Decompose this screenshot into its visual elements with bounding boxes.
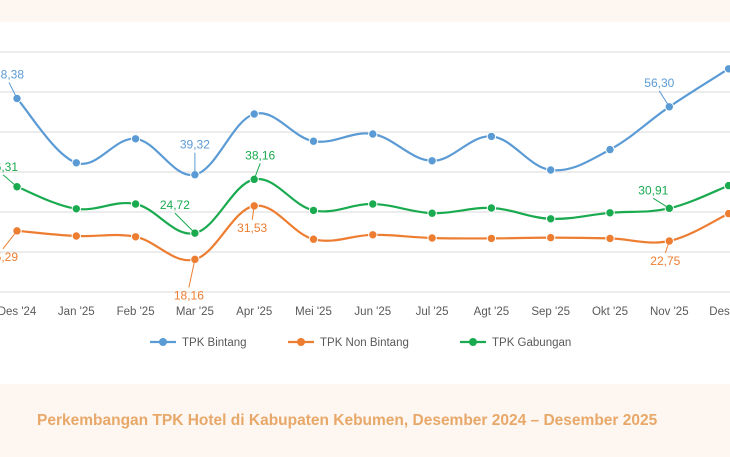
tpk-gabungan-series — [12, 174, 730, 238]
x-tick-label: Agt '25 — [474, 306, 509, 318]
x-tick-label: Jun '25 — [354, 306, 391, 318]
x-tick-label: Jan '25 — [58, 306, 95, 318]
x-tick-label: Okt '25 — [592, 306, 628, 318]
data-label: 24,72 — [160, 198, 190, 212]
tpk-gabungan-point — [723, 180, 730, 191]
tpk-non-bintang-point — [486, 233, 497, 244]
tpk-non-bintang-point — [71, 231, 82, 241]
tpk-bintang-point — [486, 131, 497, 142]
x-tick-label: Apr '25 — [236, 306, 272, 318]
data-label-leader — [8, 82, 18, 99]
data-label-leader — [653, 197, 670, 209]
tpk-non-bintang-point — [130, 232, 141, 242]
tpk-non-bintang-legend-marker — [297, 338, 305, 346]
x-tick-label: Des '25 — [709, 306, 730, 318]
tpk-non-bintang-point — [190, 254, 200, 265]
tpk-bintang-line — [16, 67, 730, 176]
x-tick-label: Des '24 — [0, 306, 37, 318]
tpk-non-bintang-point — [368, 230, 378, 240]
tpk-non-bintang-point — [605, 233, 615, 244]
x-tick-label: Feb '25 — [117, 306, 155, 318]
tpk-bintang-legend-label: TPK Bintang — [182, 337, 247, 349]
tpk-bintang-point — [723, 64, 730, 74]
tpk-bintang-legend-marker — [159, 338, 167, 346]
data-label: 56,30 — [644, 76, 674, 90]
tpk-gabungan-point — [368, 199, 378, 209]
x-axis-ticks: Des '24 Jan '25 Feb '25 Mar '25 Apr '25 Mei '… — [0, 306, 730, 318]
chart-panel: Des '24 Jan '25 Feb '25 Mar '25 Apr '25 Mei '… — [0, 22, 730, 384]
tpk-bintang-point — [427, 156, 437, 166]
data-label-leader — [253, 163, 261, 180]
tpk-bintang-point — [71, 158, 82, 168]
tpk-bintang-point — [546, 165, 556, 175]
data-label: 38,16 — [245, 148, 275, 162]
data-label: 58,38 — [0, 67, 24, 81]
x-tick-label: Mei '25 — [295, 306, 332, 318]
gridlines — [0, 51, 730, 293]
tpk-bintang-point — [308, 136, 319, 146]
data-label: 36,31 — [0, 160, 18, 174]
data-labels: 58,38 39,32 56,30 25,29 18,16 31,53 22,75 36,31… — [0, 67, 681, 302]
tpk-non-bintang-point — [308, 234, 319, 244]
tpk-gabungan-point — [546, 214, 556, 224]
tpk-bintang-point — [12, 93, 22, 104]
tpk-non-bintang-point — [723, 208, 730, 219]
x-tick-label: Nov '25 — [650, 306, 689, 318]
data-label: 39,32 — [180, 138, 210, 152]
tpk-gabungan-point — [308, 205, 319, 216]
x-tick-label: Sep '25 — [531, 306, 570, 318]
tpk-gabungan-point — [71, 204, 82, 214]
data-label: 31,53 — [237, 221, 267, 235]
tpk-bintang-point — [368, 129, 378, 139]
tpk-non-bintang-point — [427, 233, 437, 243]
x-tick-label: Mar '25 — [176, 306, 214, 318]
x-tick-label: Jul '25 — [416, 306, 449, 318]
data-label-leader — [2, 230, 18, 250]
data-label: 30,91 — [638, 183, 668, 197]
data-label-leader — [251, 205, 255, 220]
tpk-non-bintang-legend-label: TPK Non Bintang — [320, 337, 409, 349]
tpk-gabungan-point — [605, 208, 615, 218]
data-label-leader — [664, 240, 670, 254]
data-label: 22,75 — [650, 254, 680, 268]
tpk-gabungan-point — [486, 203, 497, 213]
tpk-bintang-point — [130, 134, 141, 144]
tpk-bintang-point — [249, 109, 259, 119]
tpk-gabungan-point — [427, 208, 437, 218]
tpk-gabungan-legend-marker — [469, 338, 477, 346]
data-label-leader — [2, 174, 18, 188]
tpk-non-bintang-series — [12, 201, 730, 265]
tpk-non-bintang-point — [546, 232, 556, 243]
chart-caption: Perkembangan TPK Hotel di Kabupaten Kebu… — [37, 412, 658, 429]
data-label-leader — [658, 90, 670, 108]
data-label: 18,16 — [174, 288, 204, 302]
tpk-bintang-point — [605, 144, 615, 155]
tpk-line-chart: Des '24 Jan '25 Feb '25 Mar '25 Apr '25 Mei '… — [0, 51, 730, 349]
tpk-bintang-series — [12, 64, 730, 180]
tpk-gabungan-point — [130, 199, 141, 209]
data-label-leader — [188, 259, 196, 288]
tpk-gabungan-legend-label: TPK Gabungan — [492, 337, 571, 349]
data-label: 25,29 — [0, 250, 18, 264]
data-label-leader — [174, 212, 196, 234]
legend: TPK Bintang TPK Non Bintang TPK Gabungan — [150, 337, 571, 349]
